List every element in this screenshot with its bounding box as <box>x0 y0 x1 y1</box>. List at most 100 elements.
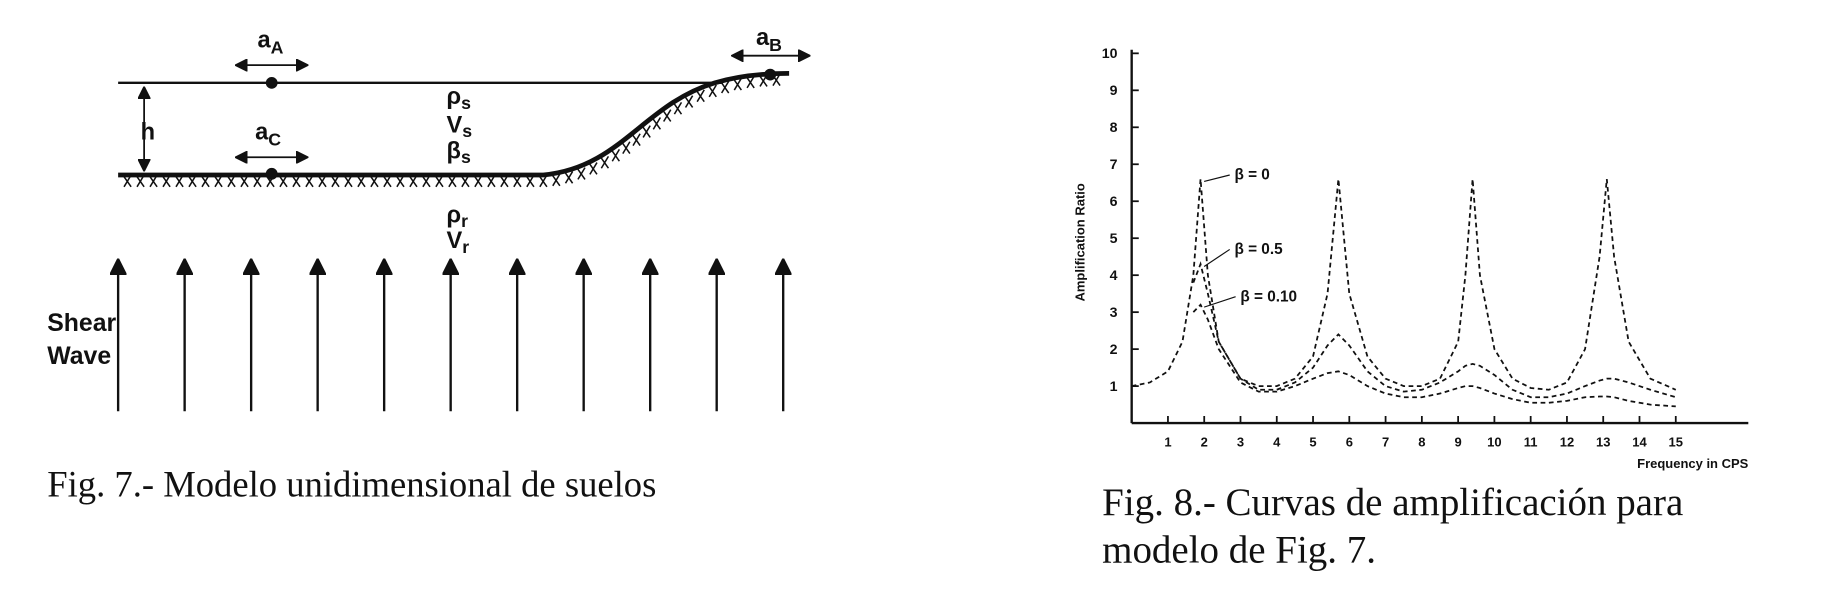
hatch-mark <box>396 174 405 188</box>
x-tick-label: 8 <box>1418 435 1425 450</box>
label: aB <box>756 25 782 55</box>
hatch-mark <box>720 80 730 94</box>
hatch-mark <box>409 174 418 188</box>
hatch-mark <box>564 171 574 184</box>
x-tick-label: 4 <box>1273 435 1281 450</box>
hatch-mark <box>214 174 223 188</box>
x-tick-label: 7 <box>1382 435 1389 450</box>
x-tick-label: 6 <box>1346 435 1353 450</box>
x-tick-label: 13 <box>1596 435 1610 450</box>
hatch-mark <box>642 125 651 138</box>
hatch-mark <box>357 174 366 188</box>
y-tick-label: 7 <box>1110 157 1118 173</box>
hatch-mark <box>136 174 145 188</box>
label-sub: C <box>268 129 281 149</box>
hatch-mark <box>487 174 496 188</box>
x-tick-label: 14 <box>1632 435 1647 450</box>
label-sub: r <box>461 211 468 231</box>
hatch-mark <box>474 174 483 188</box>
height-label: h <box>141 120 155 146</box>
hatch-mark <box>600 156 610 169</box>
hatch-mark <box>526 174 535 188</box>
hatch-mark <box>331 174 340 188</box>
hatch-mark <box>292 174 301 188</box>
figure-caption: modelo de Fig. 7. <box>1102 528 1376 571</box>
hatch-mark <box>611 149 621 162</box>
hatching <box>122 73 781 188</box>
x-tick-label: 5 <box>1309 435 1316 450</box>
hatch-mark <box>422 174 431 188</box>
hatch-mark <box>370 174 379 188</box>
label: aA <box>258 27 284 57</box>
label: ρs <box>447 84 472 113</box>
hatch-mark <box>279 174 288 188</box>
x-tick-label: 11 <box>1524 435 1538 450</box>
amplification-curve <box>1192 303 1676 408</box>
figure-caption: Fig. 8.- Curvas de amplificación para <box>1102 481 1683 524</box>
hatch-mark <box>663 109 672 122</box>
label: ρr <box>447 202 469 231</box>
label: βs <box>447 138 471 167</box>
y-tick-label: 10 <box>1102 46 1118 62</box>
soil-model-diagram: aA aB aC ρs Vs βs ρr Vr h Shear Wave Fig… <box>47 25 809 504</box>
shear-wave-arrows <box>118 260 783 412</box>
y-axis-label: Amplification Ratio <box>1072 183 1087 301</box>
hatch-mark <box>240 174 249 188</box>
hatch-mark <box>253 174 262 188</box>
hatch-mark <box>123 174 132 188</box>
x-tick-label: 2 <box>1201 435 1208 450</box>
point-c <box>265 167 278 180</box>
wave-label: Wave <box>47 343 111 370</box>
label-base: a <box>255 120 269 146</box>
label-base: ρ <box>447 84 462 110</box>
y-tick-label: 6 <box>1110 194 1118 210</box>
y-tick-label: 2 <box>1110 342 1118 358</box>
label-base: a <box>756 25 770 51</box>
hatch-mark <box>539 174 548 188</box>
hatch-mark <box>622 141 631 154</box>
y-tick-label: 8 <box>1110 120 1118 136</box>
hatch-mark <box>589 162 598 175</box>
point-a <box>265 76 278 89</box>
label-base: V <box>447 112 463 138</box>
label-leader <box>1203 296 1236 308</box>
label-sub: A <box>271 37 284 57</box>
hatch-mark <box>188 174 197 188</box>
hatch-mark <box>684 95 694 108</box>
x-tick-label: 10 <box>1487 435 1501 450</box>
hatch-mark <box>435 174 444 188</box>
label-leader <box>1203 174 1230 182</box>
label-base: a <box>258 27 272 53</box>
hatch-mark <box>305 174 314 188</box>
y-tick-label: 4 <box>1110 268 1118 284</box>
hatch-mark <box>162 174 171 188</box>
x-tick-label: 3 <box>1237 435 1244 450</box>
label-leader <box>1203 248 1231 267</box>
x-tick-label: 12 <box>1560 435 1574 450</box>
label: aC <box>255 120 281 150</box>
series-label: β = 0.5 <box>1234 241 1283 258</box>
hatch-mark <box>673 101 683 115</box>
figure-caption: Fig. 7.- Modelo unidimensional de suelos <box>47 463 656 504</box>
label-sub: B <box>769 35 782 55</box>
label-sub: s <box>462 121 472 141</box>
x-tick-label: 9 <box>1455 435 1462 450</box>
label-base: β <box>447 138 461 164</box>
hatch-mark <box>383 174 392 188</box>
hatch-mark <box>632 133 641 146</box>
hatch-mark <box>149 174 158 188</box>
point-b <box>764 68 777 81</box>
hatch-mark <box>318 174 327 188</box>
label-base: V <box>447 228 463 254</box>
hatch-mark <box>344 174 353 188</box>
x-tick-label: 1 <box>1164 435 1171 450</box>
x-axis-label: Frequency in CPS <box>1637 456 1748 471</box>
hatch-mark <box>746 75 755 89</box>
hatch-mark <box>201 174 210 188</box>
x-tick-label: 15 <box>1669 435 1683 450</box>
hatch-mark <box>227 174 236 188</box>
hatch-mark <box>708 84 717 98</box>
hatch-mark <box>448 174 457 188</box>
y-tick-label: 9 <box>1110 83 1118 99</box>
